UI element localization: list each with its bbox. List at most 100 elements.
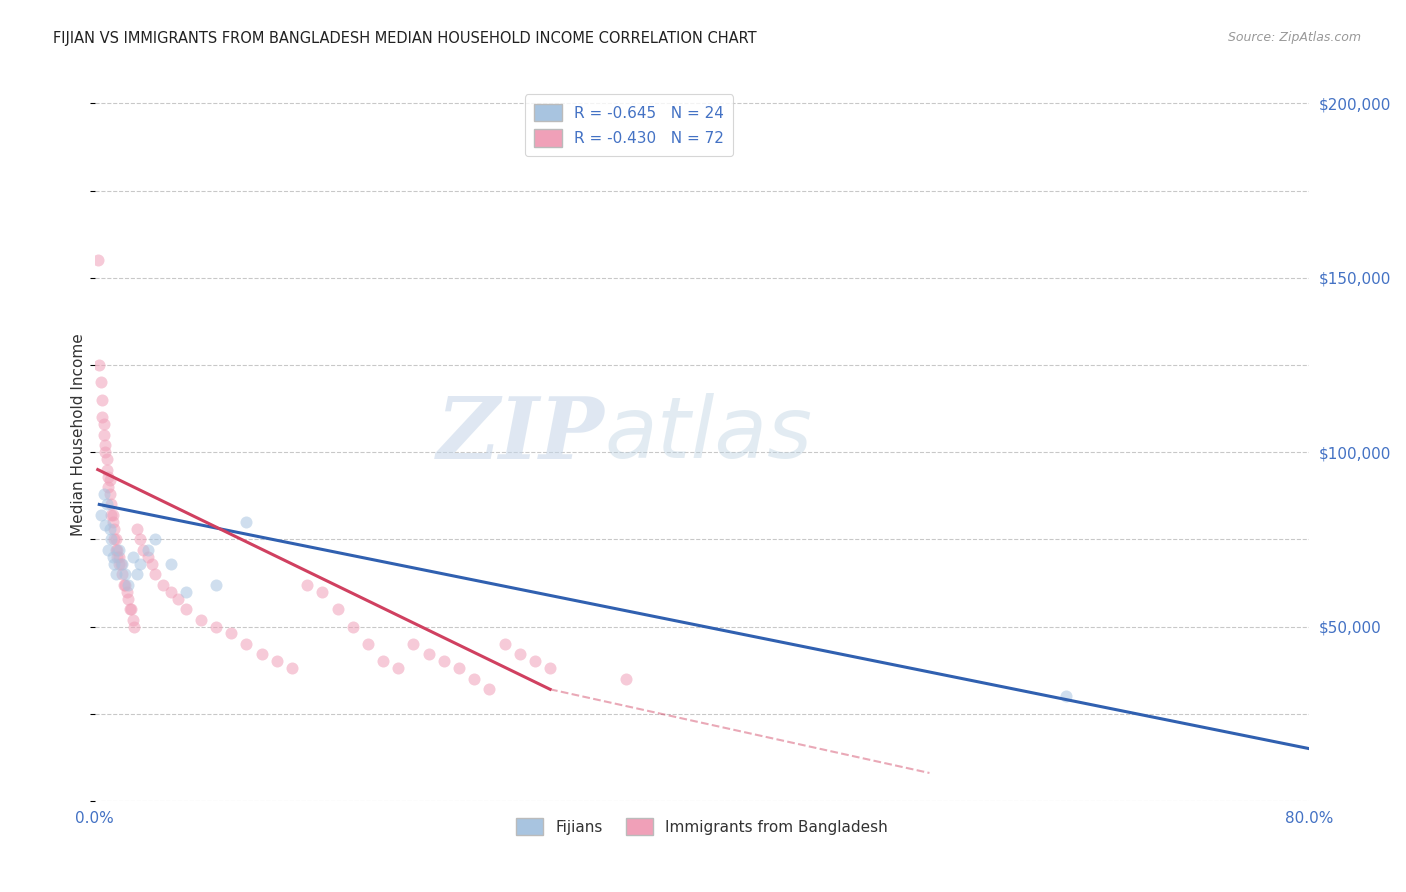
Point <box>127 567 149 582</box>
Point <box>129 533 152 547</box>
Point <box>111 567 134 582</box>
Point <box>103 557 125 571</box>
Point <box>433 654 456 668</box>
Point <box>167 591 190 606</box>
Point <box>90 376 112 390</box>
Point <box>96 498 118 512</box>
Point <box>190 613 212 627</box>
Point <box>235 515 257 529</box>
Point <box>98 487 121 501</box>
Point <box>129 557 152 571</box>
Point <box>205 619 228 633</box>
Point <box>132 542 155 557</box>
Point <box>100 533 122 547</box>
Point <box>463 672 485 686</box>
Point <box>114 567 136 582</box>
Point <box>418 648 440 662</box>
Point <box>94 438 117 452</box>
Point <box>387 661 409 675</box>
Point <box>117 591 139 606</box>
Point <box>538 661 561 675</box>
Point <box>98 473 121 487</box>
Point <box>98 522 121 536</box>
Point <box>90 508 112 522</box>
Point <box>311 584 333 599</box>
Point <box>523 654 546 668</box>
Point <box>250 648 273 662</box>
Point <box>93 487 115 501</box>
Point <box>101 508 124 522</box>
Point <box>101 515 124 529</box>
Point <box>136 542 159 557</box>
Y-axis label: Median Household Income: Median Household Income <box>72 334 86 536</box>
Point <box>159 584 181 599</box>
Point <box>118 602 141 616</box>
Point <box>152 577 174 591</box>
Text: ZIP: ZIP <box>437 393 605 476</box>
Point <box>235 637 257 651</box>
Point <box>326 602 349 616</box>
Point <box>136 549 159 564</box>
Point <box>121 549 143 564</box>
Point <box>104 567 127 582</box>
Point <box>494 637 516 651</box>
Point <box>108 557 131 571</box>
Point <box>447 661 470 675</box>
Point <box>174 584 197 599</box>
Text: atlas: atlas <box>605 393 813 476</box>
Point <box>357 637 380 651</box>
Point <box>478 682 501 697</box>
Point <box>127 522 149 536</box>
Point <box>97 542 120 557</box>
Point <box>111 557 134 571</box>
Point <box>104 533 127 547</box>
Point <box>91 410 114 425</box>
Point <box>108 542 131 557</box>
Point <box>107 542 129 557</box>
Point <box>221 626 243 640</box>
Point <box>145 567 167 582</box>
Point <box>96 452 118 467</box>
Point <box>93 417 115 432</box>
Point <box>266 654 288 668</box>
Point <box>145 533 167 547</box>
Point <box>402 637 425 651</box>
Point <box>87 253 110 268</box>
Point <box>101 549 124 564</box>
Point <box>114 577 136 591</box>
Point <box>93 427 115 442</box>
Point <box>509 648 531 662</box>
Point <box>97 469 120 483</box>
Point <box>205 577 228 591</box>
Point <box>104 542 127 557</box>
Point <box>371 654 394 668</box>
Point <box>108 549 131 564</box>
Point <box>115 584 138 599</box>
Point <box>103 533 125 547</box>
Point <box>174 602 197 616</box>
Text: FIJIAN VS IMMIGRANTS FROM BANGLADESH MEDIAN HOUSEHOLD INCOME CORRELATION CHART: FIJIAN VS IMMIGRANTS FROM BANGLADESH MED… <box>53 31 756 46</box>
Point <box>159 557 181 571</box>
Point <box>97 480 120 494</box>
Point <box>120 602 142 616</box>
Point <box>110 557 132 571</box>
Point <box>94 518 117 533</box>
Point <box>89 358 111 372</box>
Point <box>117 577 139 591</box>
Point <box>94 445 117 459</box>
Point <box>1054 690 1077 704</box>
Text: Source: ZipAtlas.com: Source: ZipAtlas.com <box>1227 31 1361 45</box>
Point <box>141 557 163 571</box>
Point <box>107 549 129 564</box>
Point <box>100 508 122 522</box>
Point <box>112 577 135 591</box>
Point <box>295 577 318 591</box>
Point <box>281 661 304 675</box>
Point <box>100 498 122 512</box>
Point <box>342 619 364 633</box>
Legend: Fijians, Immigrants from Bangladesh: Fijians, Immigrants from Bangladesh <box>506 808 897 845</box>
Point <box>103 522 125 536</box>
Point <box>122 619 145 633</box>
Point <box>614 672 637 686</box>
Point <box>96 462 118 476</box>
